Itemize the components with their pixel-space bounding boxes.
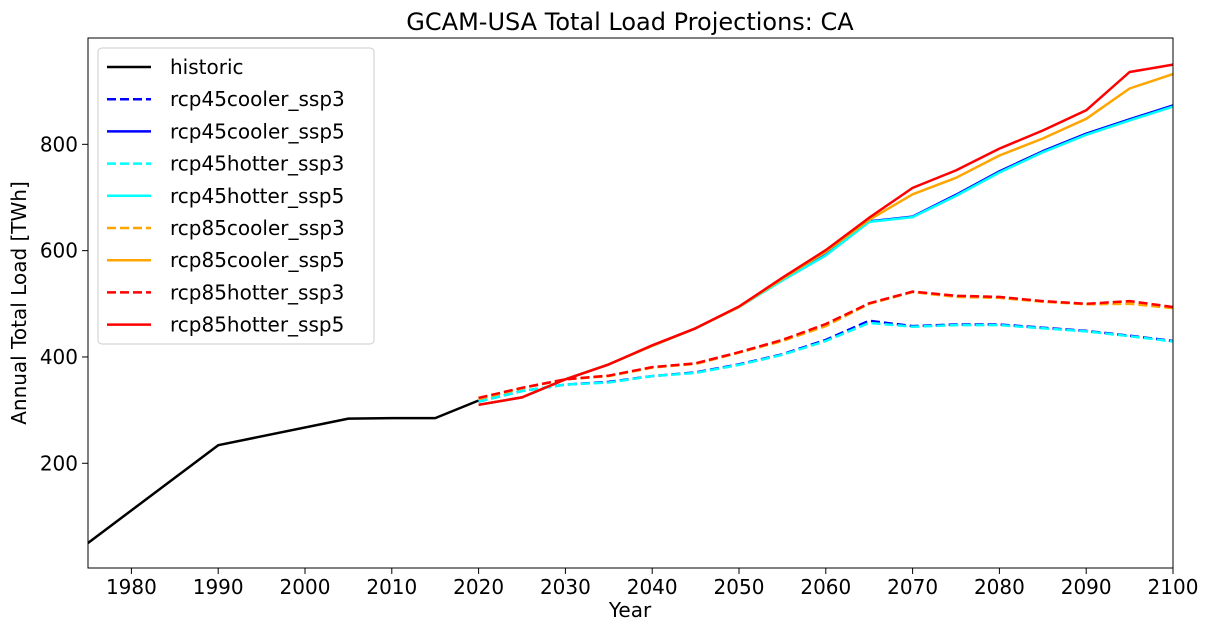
x-tick-label: 2070: [887, 575, 938, 599]
x-tick-label: 1980: [106, 575, 157, 599]
x-tick-label: 2100: [1148, 575, 1199, 599]
x-tick-label: 2000: [280, 575, 331, 599]
chart-title: GCAM-USA Total Load Projections: CA: [406, 8, 854, 36]
y-tick-label: 800: [40, 132, 78, 156]
y-tick-label: 400: [40, 345, 78, 369]
legend-label-rcp85hotter-ssp5: rcp85hotter_ssp5: [170, 313, 344, 337]
plot-series-group: [87, 63, 1174, 544]
legend-box: [97, 47, 375, 345]
x-tick-label: 2050: [714, 575, 765, 599]
series-line-rcp45hotter-ssp3: [478, 321, 1174, 403]
legend-label-rcp85cooler-ssp3: rcp85cooler_ssp3: [170, 216, 345, 240]
series-line-rcp85hotter-ssp5: [478, 63, 1174, 407]
y-axis: 200 400 600 800: [40, 132, 88, 475]
x-tick-label: 2080: [974, 575, 1025, 599]
legend-label-rcp45cooler-ssp5: rcp45cooler_ssp5: [170, 119, 345, 143]
x-axis-title: Year: [608, 598, 652, 622]
x-tick-label: 2020: [453, 575, 504, 599]
y-tick-label: 600: [40, 239, 78, 263]
legend-label-rcp85hotter-ssp3: rcp85hotter_ssp3: [170, 280, 344, 304]
plot-frame: [87, 37, 1174, 569]
legend-label-rcp85cooler-ssp5: rcp85cooler_ssp5: [170, 248, 345, 272]
y-tick-label: 200: [40, 451, 78, 475]
legend-label-historic: historic: [170, 55, 244, 79]
legend-label-rcp45hotter-ssp5: rcp45hotter_ssp5: [170, 184, 344, 208]
x-tick-label: 2030: [540, 575, 591, 599]
x-tick-label: 2010: [366, 575, 417, 599]
series-line-historic: [87, 399, 480, 544]
legend: historic rcp45cooler_ssp3 rcp45cooler_ssp5…: [97, 47, 375, 345]
x-tick-label: 1990: [193, 575, 244, 599]
legend-label-rcp45hotter-ssp3: rcp45hotter_ssp3: [170, 152, 344, 176]
legend-label-rcp45cooler-ssp3: rcp45cooler_ssp3: [170, 87, 345, 111]
x-tick-label: 2040: [627, 575, 678, 599]
y-axis-title: Annual Total Load [TWh]: [7, 181, 31, 425]
x-tick-label: 2060: [800, 575, 851, 599]
x-axis: 1980 1990 2000 2010 2020 2030 2040 2050 2060 2070…: [106, 568, 1199, 599]
x-tick-label: 2090: [1061, 575, 1112, 599]
series-line-rcp85hotter-ssp3: [478, 290, 1174, 400]
